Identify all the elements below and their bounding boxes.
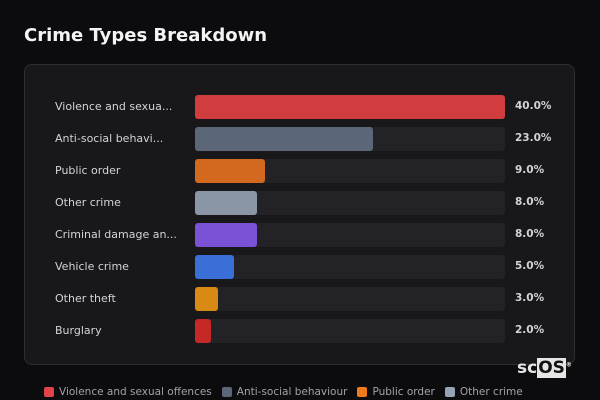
bar-track bbox=[195, 319, 505, 343]
bar-label: Anti-social behavi... bbox=[55, 132, 164, 145]
bar-track bbox=[195, 223, 505, 247]
chart-card: Violence and sexua... 40.0% Anti-social b… bbox=[24, 64, 575, 365]
bar-label: Criminal damage an... bbox=[55, 228, 177, 241]
value-label: 5.0% bbox=[515, 260, 545, 272]
bar[interactable] bbox=[195, 95, 505, 119]
bar-row: Violence and sexua... 40.0% bbox=[25, 95, 574, 119]
legend-item[interactable]: Anti-social behaviour bbox=[221, 386, 348, 398]
bar-row: Other theft 3.0% bbox=[25, 287, 574, 311]
legend-item[interactable]: Other crime bbox=[444, 386, 523, 398]
bar-label: Other theft bbox=[55, 292, 116, 305]
bar-label: Burglary bbox=[55, 324, 102, 337]
bar[interactable] bbox=[195, 159, 265, 183]
value-label: 8.0% bbox=[515, 228, 545, 240]
bar-label: Other crime bbox=[55, 196, 121, 209]
bar-row: Burglary 2.0% bbox=[25, 319, 574, 343]
bar-track bbox=[195, 191, 505, 215]
bar[interactable] bbox=[195, 287, 219, 311]
legend-swatch bbox=[444, 387, 455, 397]
bar-row: Public order 9.0% bbox=[25, 159, 574, 183]
bar-label: Public order bbox=[55, 164, 121, 177]
value-label: 9.0% bbox=[515, 164, 545, 176]
legend-label: Violence and sexual offences bbox=[59, 386, 212, 398]
legend-item[interactable]: Violence and sexual offences bbox=[44, 386, 212, 398]
chart-title: Crime Types Breakdown bbox=[24, 25, 268, 46]
bar-row: Other crime 8.0% bbox=[25, 191, 574, 215]
logo-text: sc bbox=[517, 358, 538, 378]
legend-label: Other crime bbox=[459, 386, 523, 398]
legend-swatch bbox=[44, 387, 54, 397]
bar-label: Violence and sexua... bbox=[55, 100, 173, 113]
value-label: 23.0% bbox=[515, 132, 552, 144]
bar-track bbox=[195, 95, 505, 119]
bar-track bbox=[195, 159, 505, 183]
watermark-logo: scOS® bbox=[517, 358, 572, 378]
bar-track bbox=[195, 127, 505, 151]
bar[interactable] bbox=[195, 319, 211, 343]
bar-row: Anti-social behavi... 23.0% bbox=[25, 127, 574, 151]
bar-row: Criminal damage an... 8.0% bbox=[25, 223, 574, 247]
bar[interactable] bbox=[195, 255, 234, 279]
bar-track bbox=[195, 255, 505, 279]
legend-label: Public order bbox=[372, 386, 435, 398]
legend: Violence and sexual offences Anti-social … bbox=[44, 386, 523, 398]
bar-row: Vehicle crime 5.0% bbox=[25, 255, 574, 279]
bar[interactable] bbox=[195, 223, 257, 247]
bar[interactable] bbox=[195, 191, 257, 215]
legend-swatch bbox=[357, 387, 368, 397]
bar-label: Vehicle crime bbox=[55, 260, 129, 273]
bar-track bbox=[195, 287, 505, 311]
bar[interactable] bbox=[195, 127, 374, 151]
registered-mark: ® bbox=[565, 361, 572, 369]
value-label: 2.0% bbox=[515, 324, 545, 336]
legend-item[interactable]: Public order bbox=[357, 386, 435, 398]
value-label: 8.0% bbox=[515, 196, 545, 208]
legend-label: Anti-social behaviour bbox=[236, 386, 348, 398]
logo-text-box: OS bbox=[537, 358, 566, 378]
value-label: 40.0% bbox=[515, 100, 552, 112]
legend-swatch bbox=[221, 387, 232, 397]
value-label: 3.0% bbox=[515, 292, 545, 304]
